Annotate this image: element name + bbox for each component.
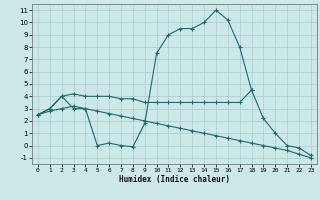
X-axis label: Humidex (Indice chaleur): Humidex (Indice chaleur) bbox=[119, 175, 230, 184]
